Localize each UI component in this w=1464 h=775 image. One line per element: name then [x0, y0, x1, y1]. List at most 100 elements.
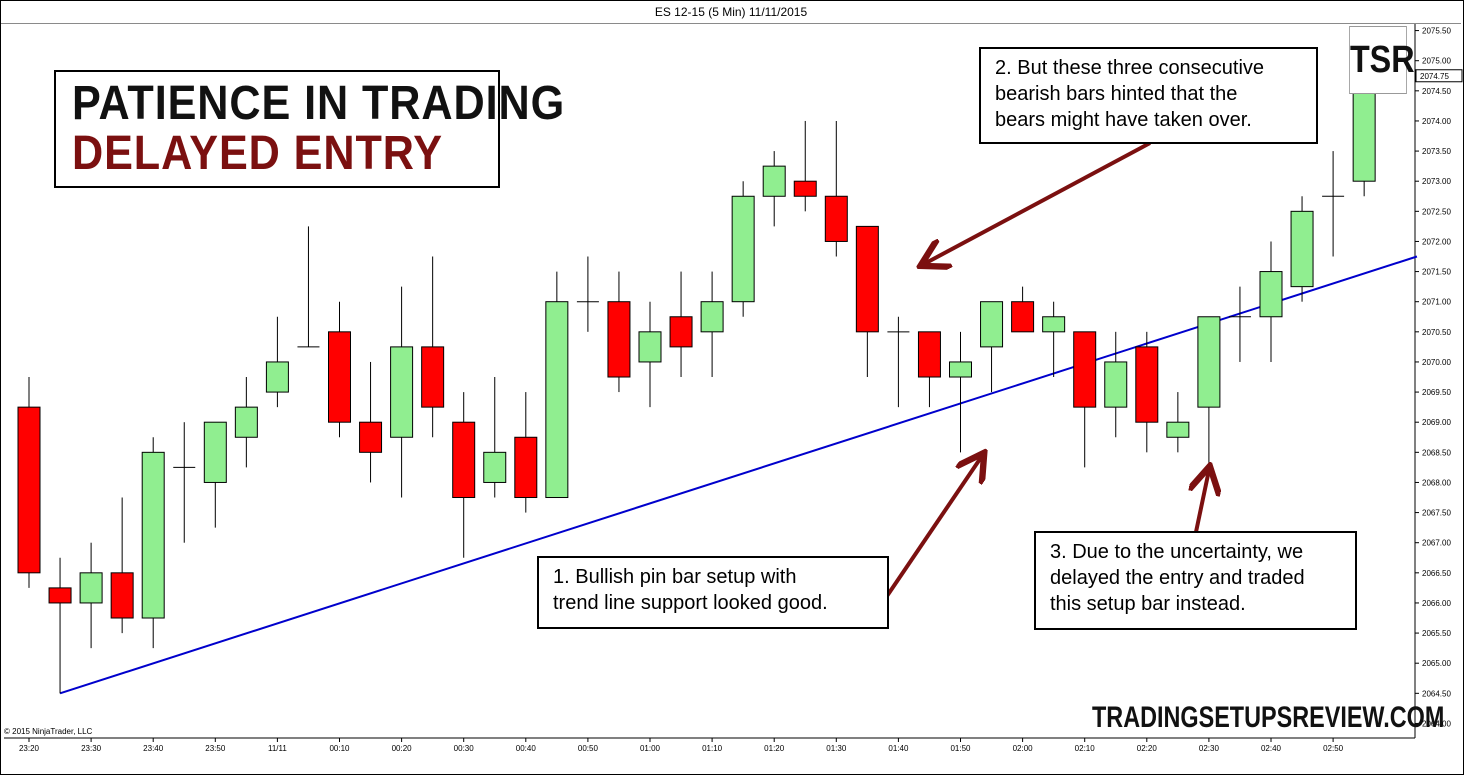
title-line-2: DELAYED ENTRY: [72, 127, 443, 180]
price-tick-label: 2074.00: [1422, 117, 1451, 126]
candle-bull-body: [203, 421, 227, 483]
price-tick-label: 2071.00: [1422, 298, 1451, 307]
time-tick-label: 00:30: [454, 744, 475, 753]
candle-bull-body: [390, 346, 414, 438]
candle: [793, 120, 817, 212]
candle-bear-body: [48, 587, 72, 604]
candle: [887, 316, 910, 408]
time-tick-label: 01:40: [888, 744, 909, 753]
time-tick-label: 00:40: [516, 744, 537, 753]
time-tick-label: 23:20: [19, 744, 40, 753]
price-tick-label: 2073.00: [1422, 177, 1451, 186]
candle: [669, 271, 693, 378]
candle: [17, 377, 41, 588]
candle-bull-body: [1042, 316, 1066, 333]
time-tick-label: 00:20: [392, 744, 413, 753]
time-tick-label: 02:00: [1013, 744, 1034, 753]
candle-bull-body: [483, 451, 507, 483]
price-tick-label: 2068.50: [1422, 448, 1451, 457]
candle: [1104, 331, 1128, 438]
time-tick-label: 01:10: [702, 744, 723, 753]
price-tick-label: 2073.50: [1422, 147, 1451, 156]
candle-bear-body: [607, 301, 631, 378]
price-tick-label: 2069.00: [1422, 418, 1451, 427]
candle: [607, 271, 631, 393]
annotation-3-line: 3. Due to the uncertainty, we: [1050, 541, 1304, 563]
candle-bull-body: [141, 451, 165, 619]
candle-bear-body: [1011, 301, 1035, 333]
candle-bull-body: [762, 165, 786, 197]
copyright-text: © 2015 NinjaTrader, LLC: [4, 727, 93, 736]
candle-bull-body: [980, 301, 1004, 348]
annotation-2-line: bearish bars hinted that the: [995, 83, 1238, 105]
candle-bull-body: [700, 301, 724, 333]
last-price-box: [1415, 69, 1463, 83]
time-tick-label: 23:40: [143, 744, 164, 753]
candle: [173, 422, 196, 543]
candle: [700, 271, 724, 378]
candle: [1166, 392, 1190, 453]
last-price-label: 2074.75: [1420, 72, 1449, 81]
candle: [141, 437, 165, 649]
candle-bear-body: [17, 406, 41, 574]
candle-bull-body: [545, 301, 569, 499]
title-panel: PATIENCE IN TRADING DELAYED ENTRY: [54, 70, 564, 188]
candle-bull-body: [1197, 316, 1221, 408]
price-tick-label: 2065.50: [1422, 629, 1451, 638]
candle-bear-body: [669, 316, 693, 348]
candle-bear-body: [359, 421, 383, 453]
price-tick-label: 2068.00: [1422, 478, 1451, 487]
time-tick-label: 01:30: [826, 744, 847, 753]
candle-bull-body: [638, 331, 662, 363]
time-tick-label: 01:00: [640, 744, 661, 753]
price-tick-label: 2064.50: [1422, 689, 1451, 698]
price-tick-label: 2067.00: [1422, 539, 1451, 548]
candle: [79, 542, 103, 649]
candle-bear-body: [110, 572, 134, 619]
price-tick-label: 2064.00: [1422, 719, 1451, 728]
price-tick-label: 2065.00: [1422, 659, 1451, 668]
candle: [1073, 331, 1097, 468]
candle: [390, 286, 414, 498]
time-tick-label: 00:50: [578, 744, 599, 753]
candle: [328, 301, 351, 438]
candle: [1197, 316, 1221, 468]
candle-bear-body: [855, 225, 879, 333]
price-tick-label: 2075.00: [1422, 57, 1451, 66]
candle: [203, 421, 227, 528]
time-tick-label: 23:50: [205, 744, 226, 753]
candle-bull-body: [1259, 271, 1283, 318]
annotation-2: 2. But these three consecutive bearish b…: [979, 47, 1318, 144]
candle-bull-body: [949, 361, 972, 378]
annotation-1-line: trend line support looked good.: [553, 592, 828, 614]
price-tick-label: 2071.50: [1422, 268, 1451, 277]
price-tick-label: 2074.50: [1422, 87, 1451, 96]
candle: [855, 225, 879, 378]
price-tick-label: 2072.50: [1422, 207, 1451, 216]
arrow-note-1: [885, 456, 982, 598]
annotation-2-line: 2. But these three consecutive: [995, 57, 1265, 79]
time-tick-label: 23:30: [81, 744, 102, 753]
price-tick-label: 2066.00: [1422, 599, 1451, 608]
time-tick-label: 02:10: [1075, 744, 1096, 753]
price-tick-label: 2066.50: [1422, 569, 1451, 578]
candle: [949, 331, 972, 453]
candle-bear-body: [824, 195, 848, 242]
candle-bull-body: [265, 361, 289, 393]
candle: [1135, 331, 1159, 453]
candle: [917, 331, 941, 408]
candle: [1042, 301, 1066, 378]
candle-bear-body: [452, 421, 476, 499]
candle: [265, 316, 289, 408]
price-tick-label: 2072.00: [1422, 237, 1451, 246]
time-tick-label: 00:10: [329, 744, 350, 753]
candle: [576, 256, 599, 332]
time-tick-label: 11/11: [268, 744, 287, 753]
annotation-2-line: bears might have taken over.: [995, 109, 1252, 131]
candle: [483, 377, 507, 498]
candle: [1011, 286, 1035, 333]
candle-bear-body: [1135, 346, 1159, 423]
candle: [731, 181, 755, 317]
candle-bear-body: [793, 180, 817, 197]
